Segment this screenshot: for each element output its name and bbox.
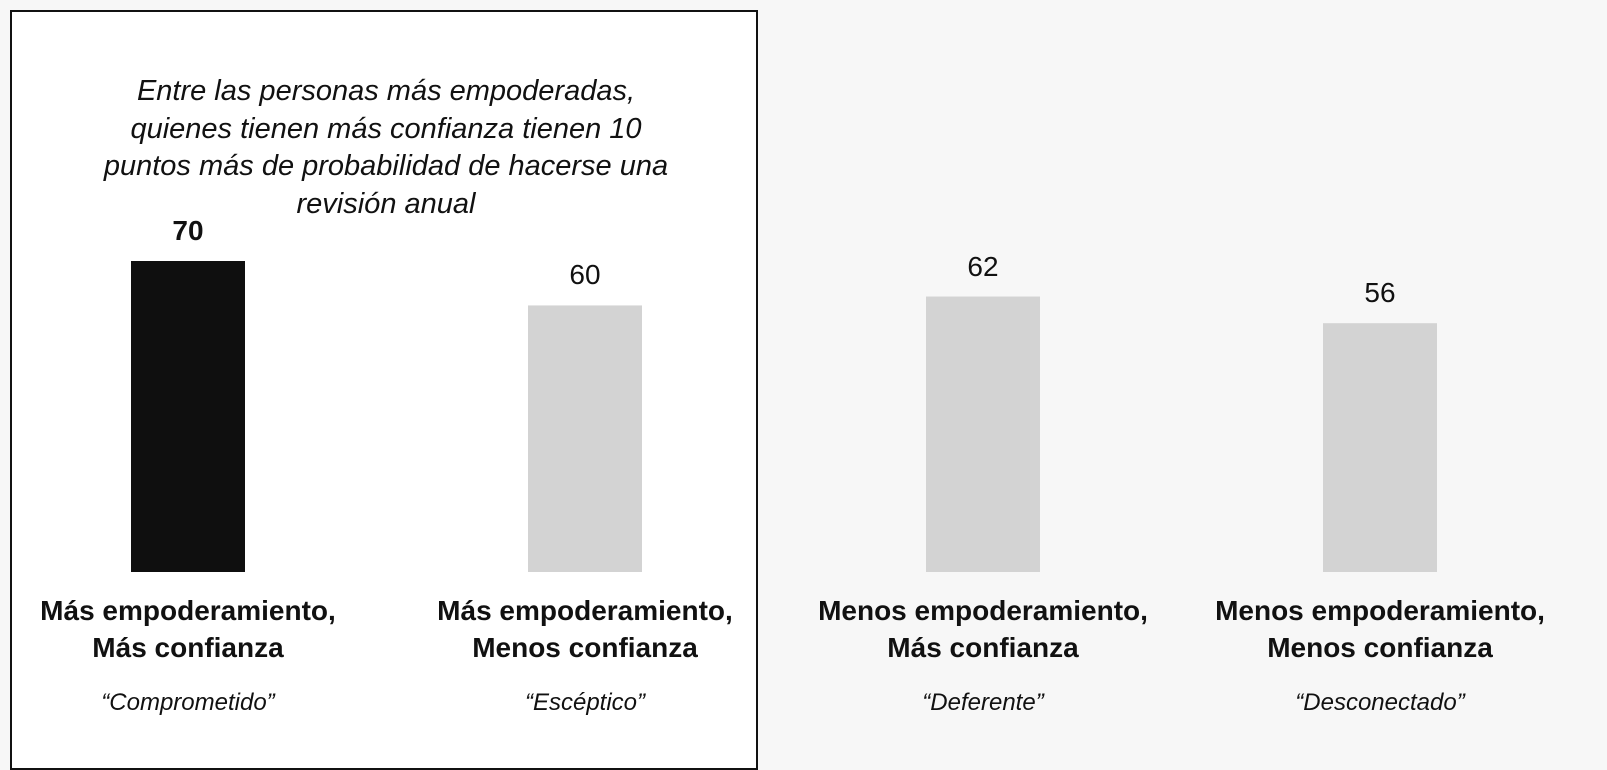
bar bbox=[131, 261, 245, 572]
segment-label: “Deferente” bbox=[922, 689, 1044, 716]
bar bbox=[528, 305, 642, 572]
category-label: Más empoderamiento, Menos confianza bbox=[437, 595, 733, 663]
category-label: Menos empoderamiento, Más confianza bbox=[818, 595, 1148, 663]
segment-label: “Desconectado” bbox=[1295, 689, 1465, 716]
value-label: 56 bbox=[1364, 277, 1396, 309]
value-label: 70 bbox=[172, 215, 204, 246]
category-label: Menos empoderamiento, Menos confianza bbox=[1215, 595, 1545, 663]
value-label: 60 bbox=[569, 259, 601, 291]
category-label: Más empoderamiento, Más confianza bbox=[40, 595, 336, 663]
segment-label: “Escéptico” bbox=[524, 689, 646, 716]
bar bbox=[926, 296, 1040, 572]
value-label: 62 bbox=[967, 250, 999, 282]
annotation: Entre las personas más empoderadas, quie… bbox=[103, 75, 669, 220]
bar bbox=[1323, 323, 1437, 572]
segment-label: “Comprometido” bbox=[101, 689, 275, 716]
